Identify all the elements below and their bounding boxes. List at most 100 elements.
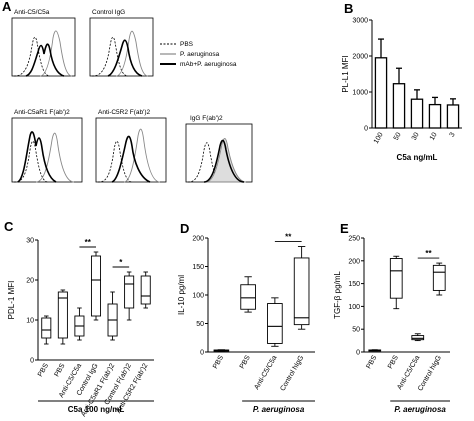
x-tick-label: PBS <box>387 354 400 370</box>
bar <box>392 83 406 129</box>
box <box>389 258 403 299</box>
y-axis-label: TGF-β pg/mL <box>333 271 342 319</box>
x-tick-label: Control hIgG <box>279 355 305 393</box>
pbs-curve <box>97 140 133 183</box>
y-tick-label: 0 <box>30 358 34 365</box>
y-tick-label: 100 <box>348 304 360 311</box>
y-axis-label: PL-L1 MFI <box>341 55 350 92</box>
legend-pbs: PBS <box>180 41 194 48</box>
x-tick-label: PBS <box>54 362 67 378</box>
panel-e-letter: E <box>340 221 349 236</box>
x-tick-label: PBS <box>239 354 252 370</box>
histogram-title: IgG F(ab')2 <box>190 115 223 122</box>
y-tick-label: 2000 <box>352 54 368 61</box>
box <box>41 317 52 339</box>
bar <box>374 57 388 129</box>
mab-curve <box>25 43 65 77</box>
y-tick-label: 250 <box>348 236 360 243</box>
mab-curve <box>203 139 245 183</box>
box <box>57 291 68 339</box>
y-tick-label: 150 <box>348 281 360 288</box>
x-tick-label: 100 <box>373 131 385 145</box>
y-tick-label: 0 <box>200 350 204 357</box>
panel-d-letter: D <box>180 221 189 236</box>
box <box>267 303 283 344</box>
x-tick-label: PBS <box>212 354 225 370</box>
legend-mab: mAb+P. aeruginosa <box>180 61 237 68</box>
pa-curve <box>205 138 247 183</box>
y-tick-label: 150 <box>192 264 204 271</box>
histogram-igg-fab2: IgG F(ab')2 <box>185 115 253 183</box>
histogram-anti-c5r2: Anti-C5R2 F(ab')2 <box>95 109 167 183</box>
y-tick-label: 10 <box>26 318 34 325</box>
bar <box>410 98 424 129</box>
histogram-anti-c5ar1: Anti-C5aR1 F(ab')2 <box>11 109 83 183</box>
box <box>90 255 102 317</box>
histogram-anti-c5-c5a: Anti-C5/C5a <box>11 9 76 77</box>
y-tick-label: 0 <box>364 126 368 133</box>
histogram-title: Anti-C5R2 F(ab')2 <box>98 109 151 116</box>
pa-curve <box>115 30 149 77</box>
histogram-legend: PBS P. aeruginosa mAb+P. aeruginosa <box>160 41 237 68</box>
y-axis-label: PDL-1 MFI <box>7 281 16 320</box>
mab-curve <box>17 131 57 183</box>
x-axis-label: P. aeruginosa <box>253 405 305 414</box>
y-tick-label: 30 <box>26 238 34 245</box>
pbs-curve <box>91 36 129 77</box>
panel-b-letter: B <box>344 1 353 16</box>
x-tick-label: 30 <box>411 131 421 141</box>
pa-curve <box>39 30 73 77</box>
mab-curve <box>107 39 143 77</box>
y-tick-label: 200 <box>348 258 360 265</box>
y-tick-label: 1000 <box>352 90 368 97</box>
x-tick-label: PBS <box>37 362 50 378</box>
chart-b: 0 1000 2000 3000 PL-L1 MFI 100 50 30 10 3 C5a ng/m… <box>341 18 462 162</box>
y-tick-label: 3000 <box>352 18 368 25</box>
mab-curve <box>111 135 151 183</box>
box <box>293 257 310 326</box>
y-tick-label: 0 <box>356 350 360 357</box>
x-tick-label: 10 <box>429 131 439 141</box>
bar <box>446 104 460 129</box>
box <box>240 284 256 310</box>
x-axis-label: C5a ng/mL <box>397 153 438 162</box>
pa-curve <box>35 132 75 183</box>
pbs-curve <box>13 36 51 77</box>
histogram-title: Control IgG <box>92 9 125 16</box>
x-tick-label: Control hIgG <box>417 355 443 393</box>
bar <box>428 103 442 129</box>
y-axis-label: IL-10 pg/ml <box>177 275 186 315</box>
significance-label: ** <box>425 249 432 258</box>
x-tick-label: PBS <box>365 354 378 370</box>
pbs-curve <box>187 142 223 183</box>
box <box>140 275 151 305</box>
significance-label: ** <box>285 233 292 242</box>
pbs-curve <box>13 140 49 183</box>
significance-label: * <box>119 258 123 267</box>
x-tick-label: 3 <box>449 131 457 138</box>
significance-label: ** <box>85 238 92 247</box>
histogram-title: Anti-C5/C5a <box>14 9 50 16</box>
panel-a-histograms: Anti-C5/C5a Control IgG PBS P. aeruginos… <box>11 9 253 183</box>
y-tick-label: 50 <box>352 327 360 334</box>
x-axis-label: C5a 100 ng/mL <box>68 405 125 414</box>
histogram-title: Anti-C5aR1 F(ab')2 <box>14 109 70 116</box>
box <box>124 275 135 309</box>
histogram-control-igg: Control IgG <box>89 9 154 77</box>
panel-a-letter: A <box>2 0 12 14</box>
y-tick-label: 200 <box>192 236 204 243</box>
box <box>411 335 425 341</box>
box <box>432 264 446 291</box>
legend-pa: P. aeruginosa <box>180 51 220 58</box>
x-tick-label: 50 <box>393 131 403 141</box>
y-tick-label: 100 <box>192 293 204 300</box>
x-tick-label: Anti-C5/C5a <box>253 354 278 391</box>
panel-c-letter: C <box>4 219 14 234</box>
y-tick-label: 20 <box>26 278 34 285</box>
x-axis-label: P. aeruginosa <box>394 405 446 414</box>
x-tick-label: Anti-C5/C5a <box>396 354 421 391</box>
